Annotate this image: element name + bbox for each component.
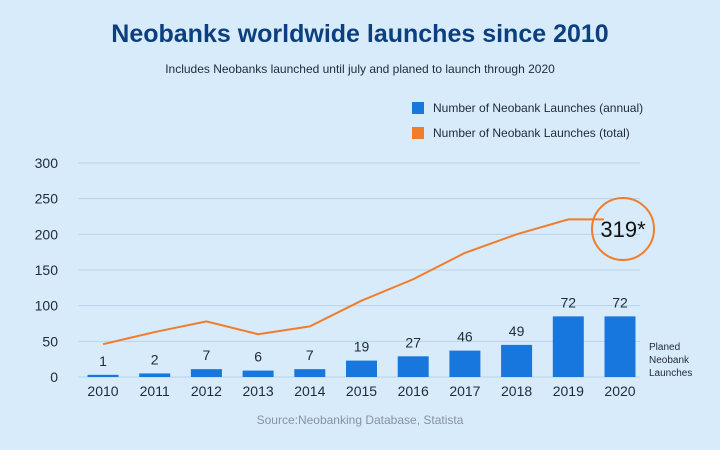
x-tick-label: 2015 (346, 383, 377, 399)
y-tick-label: 250 (35, 191, 59, 207)
chart-legend: Number of Neobank Launches (annual) Numb… (412, 100, 643, 150)
y-tick-label: 100 (35, 298, 59, 314)
bar-data-label: 2 (151, 351, 159, 367)
x-tick-label: 2014 (294, 383, 325, 399)
side-note-line: Launches (649, 368, 692, 379)
chart-source: Source:Neobanking Database, Statista (256, 413, 464, 427)
bar-data-label: 19 (354, 339, 370, 355)
bar-data-label: 1 (99, 353, 107, 369)
bar-annual (139, 373, 171, 377)
bar-annual (346, 360, 377, 377)
bar-data-label: 7 (203, 347, 211, 363)
bar-annual (552, 316, 584, 377)
bar-data-label: 49 (509, 323, 525, 339)
bar-annual (397, 356, 429, 377)
x-tick-label: 2011 (140, 383, 170, 399)
y-tick-label: 200 (35, 226, 59, 242)
bar-annual (294, 369, 326, 377)
y-tick-label: 300 (35, 155, 59, 171)
bar-annual (604, 316, 636, 377)
y-tick-label: 0 (50, 369, 58, 385)
legend-swatch-total (412, 127, 424, 139)
bar-annual (242, 370, 274, 377)
x-tick-label: 2010 (87, 383, 118, 399)
chart-subtitle: Includes Neobanks launched until july an… (165, 62, 555, 76)
side-note-line: Planed (649, 342, 680, 353)
line-total (102, 218, 604, 346)
y-tick-label: 50 (42, 333, 58, 349)
legend-label-annual: Number of Neobank Launches (annual) (433, 101, 644, 115)
legend-swatch-annual (412, 102, 424, 114)
x-tick-label: 2012 (191, 383, 222, 399)
bar-data-label: 72 (561, 294, 577, 310)
legend-item-annual: Number of Neobank Launches (annual) (412, 100, 643, 116)
bar-annual (501, 344, 533, 377)
x-tick-label: 2018 (501, 383, 532, 399)
y-tick-label: 150 (35, 262, 59, 278)
bar-data-label: 72 (612, 294, 628, 310)
annotation-total: 319* (600, 217, 646, 242)
bar-data-label: 7 (306, 347, 314, 363)
bar-annual (449, 350, 481, 377)
bar-data-label: 6 (254, 349, 262, 365)
bar-data-label: 46 (457, 329, 473, 345)
bar-data-label: 27 (405, 334, 421, 350)
side-note-line: Neobank (649, 355, 690, 366)
legend-label-total: Number of Neobank Launches (total) (433, 126, 630, 140)
annotation-circle (591, 197, 655, 261)
x-tick-label: 2013 (243, 383, 274, 399)
legend-item-total: Number of Neobank Launches (total) (412, 125, 643, 141)
bar-annual (87, 374, 119, 377)
bar-annual (190, 369, 222, 377)
x-tick-label: 2019 (553, 383, 584, 399)
x-tick-label: 2020 (604, 383, 635, 399)
x-tick-label: 2017 (449, 383, 480, 399)
x-tick-label: 2016 (398, 383, 429, 399)
chart-title: Neobanks worldwide launches since 2010 (111, 20, 609, 48)
